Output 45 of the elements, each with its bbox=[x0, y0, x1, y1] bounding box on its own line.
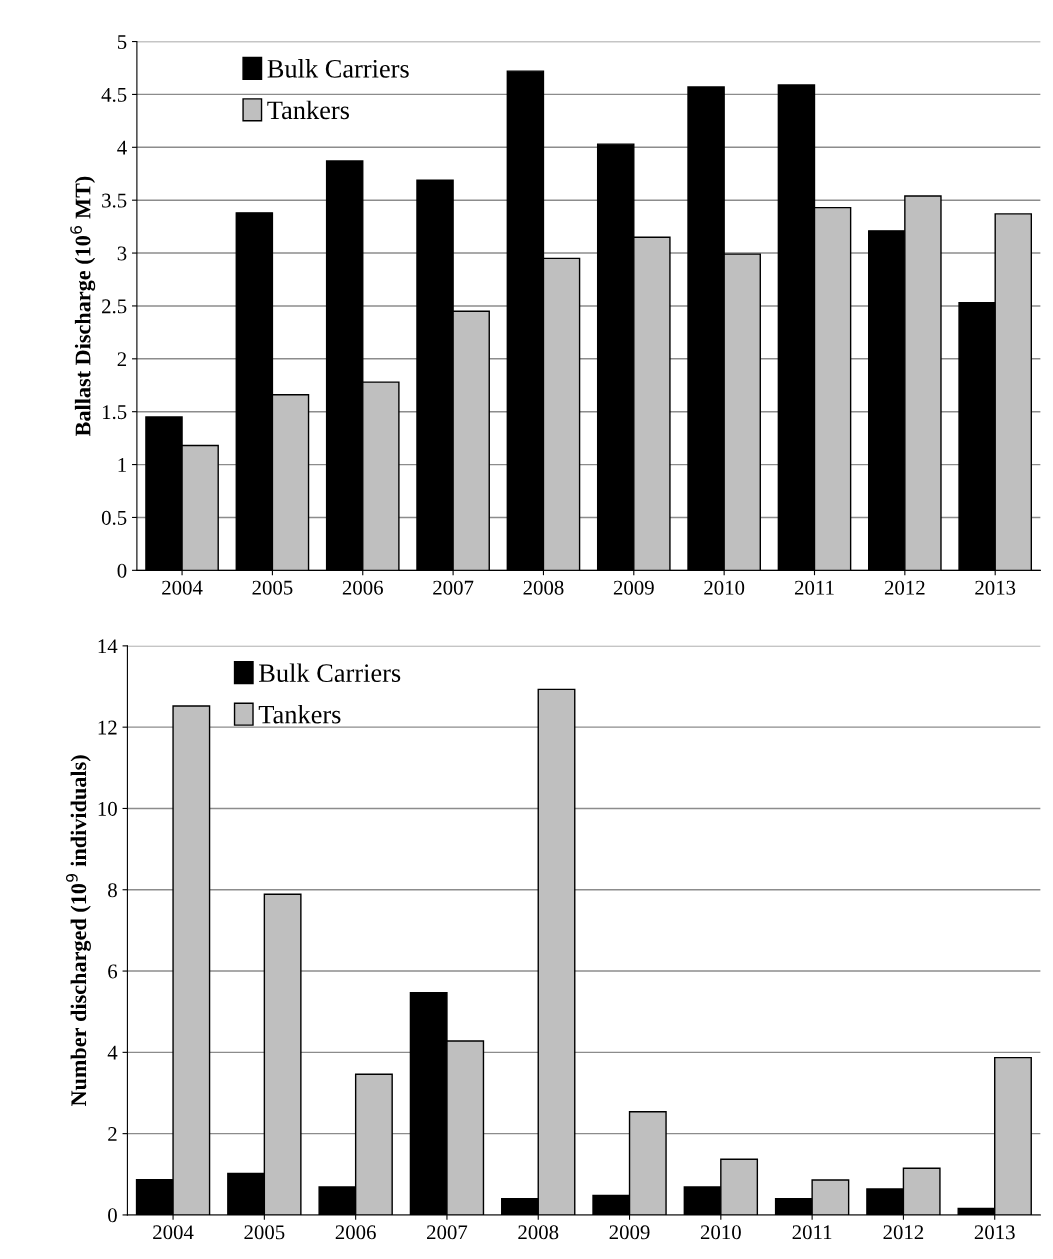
y-tick-label: 5 bbox=[117, 35, 127, 49]
y-tick-label: 10 bbox=[98, 801, 117, 816]
legend-label: Tankers bbox=[267, 100, 350, 120]
x-tick-label: 2005 bbox=[244, 1225, 285, 1240]
y-tick-label: 0 bbox=[108, 1208, 117, 1223]
y-tick-label: 4 bbox=[117, 140, 127, 155]
y-axis-title: Number discharged (10$^{9}$ individuals) bbox=[65, 755, 91, 1107]
x-tick-label: 2005 bbox=[252, 580, 293, 595]
y-tick-label: 6 bbox=[108, 964, 118, 979]
legend-label: Bulk Carriers bbox=[267, 59, 409, 78]
x-tick-label: 2013 bbox=[974, 1225, 1015, 1240]
y-axis-title: Ballast Discharge (10$^{6}$ MT) bbox=[70, 176, 96, 437]
y-tick-label: 3 bbox=[117, 246, 127, 261]
y-tick-label: 12 bbox=[98, 720, 117, 735]
x-tick-label: 2010 bbox=[700, 1225, 741, 1240]
y-tick-label: 0.5 bbox=[101, 510, 127, 525]
x-tick-label: 2008 bbox=[523, 580, 564, 595]
x-tick-label: 2011 bbox=[792, 1225, 832, 1240]
y-tick-label: 4 bbox=[107, 1045, 118, 1060]
x-tick-label: 2012 bbox=[883, 1225, 924, 1240]
y-tick-label: 2.5 bbox=[102, 299, 127, 314]
x-tick-label: 2009 bbox=[609, 1225, 650, 1240]
y-tick-label: 4.5 bbox=[101, 87, 127, 102]
legend-label: Tankers bbox=[258, 704, 341, 724]
y-tick-label: 0 bbox=[117, 563, 127, 578]
x-tick-label: 2006 bbox=[335, 1225, 376, 1240]
x-tick-label: 2008 bbox=[518, 1225, 559, 1240]
x-tick-label: 2004 bbox=[162, 580, 203, 595]
y-tick-label: 8 bbox=[108, 883, 117, 898]
x-tick-label: 2010 bbox=[704, 580, 745, 595]
y-tick-label: 3.5 bbox=[102, 193, 127, 208]
x-tick-label: 2009 bbox=[613, 580, 654, 595]
x-tick-label: 2007 bbox=[427, 1225, 468, 1240]
x-tick-label: 2011 bbox=[794, 580, 834, 595]
y-tick-label: 14 bbox=[98, 639, 118, 654]
x-tick-label: 2012 bbox=[884, 580, 925, 595]
y-tick-label: 2 bbox=[108, 1127, 117, 1141]
y-tick-label: 2 bbox=[117, 352, 127, 367]
x-tick-label: 2004 bbox=[153, 1225, 194, 1240]
legend-label: Bulk Carriers bbox=[259, 663, 401, 683]
x-tick-label: 2006 bbox=[342, 580, 383, 595]
x-tick-label: 2013 bbox=[975, 580, 1016, 595]
y-tick-label: 1.5 bbox=[102, 405, 127, 420]
y-tick-label: 1 bbox=[118, 458, 126, 472]
x-tick-label: 2007 bbox=[433, 580, 474, 595]
